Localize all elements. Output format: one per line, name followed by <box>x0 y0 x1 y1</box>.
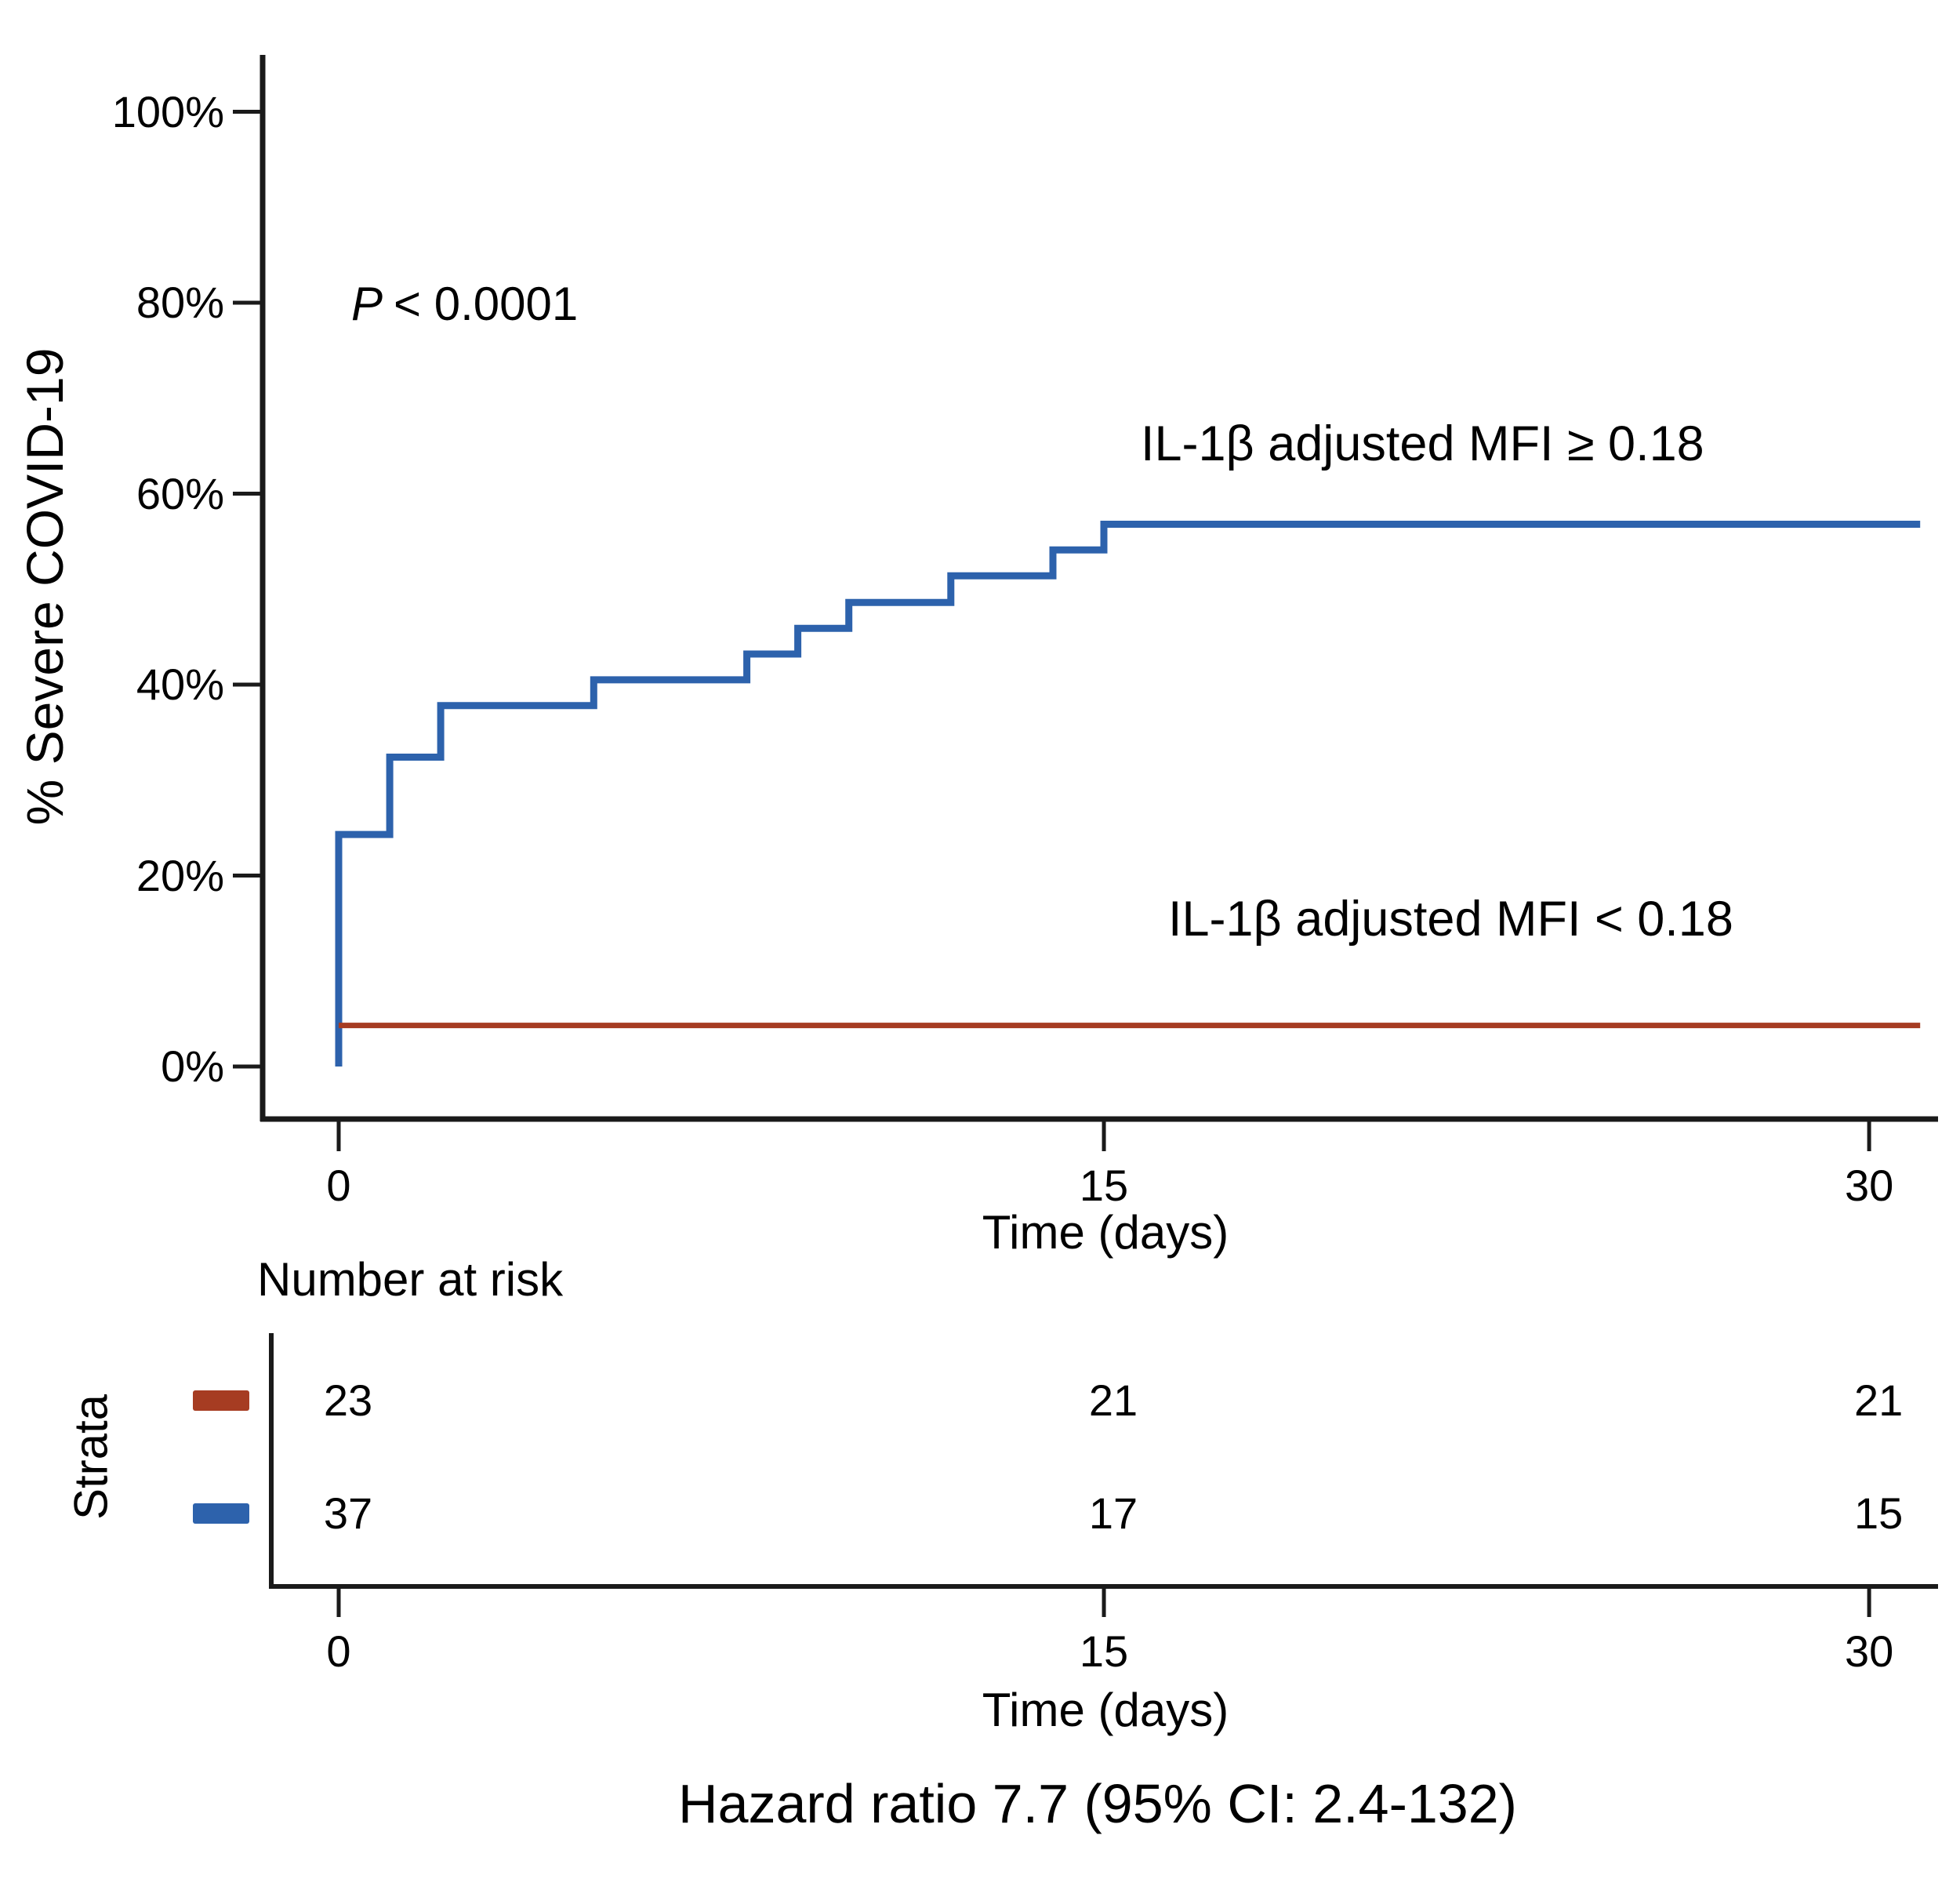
risk-x-tick-label: 15 <box>1079 1626 1129 1676</box>
y-tick-label: 100% <box>111 86 224 136</box>
x-axis-title-main: Time (days) <box>982 1206 1229 1259</box>
km-curve-mfi-high <box>335 521 1921 1067</box>
x-axis-title-risk-table: Time (days) <box>982 1684 1229 1736</box>
risk-count-value: 17 <box>1088 1488 1138 1538</box>
y-tick-label: 20% <box>136 850 224 900</box>
risk-x-tick-label: 0 <box>326 1626 351 1676</box>
strata-swatch-mfi-low <box>193 1390 249 1411</box>
y-tick-label: 80% <box>136 278 224 327</box>
risk-count-value: 21 <box>1853 1375 1904 1425</box>
x-tick-label: 0 <box>326 1161 351 1210</box>
risk-count-value: 21 <box>1088 1375 1138 1425</box>
x-tick-label: 15 <box>1079 1161 1129 1210</box>
risk-count-value: 37 <box>323 1488 373 1538</box>
p-value-annotation: P < 0.0001 <box>351 276 578 333</box>
y-tick-label: 40% <box>136 660 224 709</box>
risk-count-value: 23 <box>323 1375 373 1425</box>
y-axis-title: % Severe COVID-19 <box>16 347 74 826</box>
p-value-symbol: P <box>351 278 383 330</box>
number-at-risk-title: Number at risk <box>257 1253 564 1306</box>
y-tick-label: 60% <box>136 468 224 518</box>
legend-label-mfi-high: IL-1β adjusted MFI ≥ 0.18 <box>1141 416 1704 471</box>
strata-swatch-mfi-high <box>193 1503 249 1524</box>
y-tick-label: 0% <box>161 1041 224 1091</box>
strata-axis-title: Strata <box>64 1394 118 1521</box>
x-tick-label: 30 <box>1844 1161 1894 1210</box>
legend-label-mfi-low: IL-1β adjusted MFI < 0.18 <box>1168 892 1733 947</box>
risk-count-value: 15 <box>1853 1488 1904 1538</box>
p-value-text: < 0.0001 <box>394 278 579 330</box>
risk-x-tick-label: 30 <box>1844 1626 1894 1676</box>
hazard-ratio-caption: Hazard ratio 7.7 (95% CI: 2.4-132) <box>678 1773 1517 1834</box>
